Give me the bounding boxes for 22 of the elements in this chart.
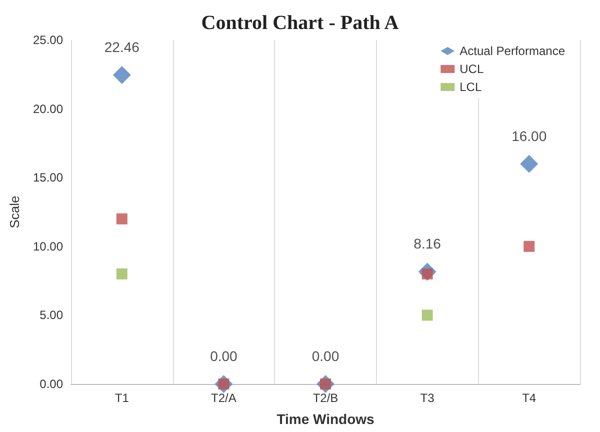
y-tick-label: 20.00 — [32, 102, 64, 116]
y-tick-label: 0.00 — [40, 377, 64, 391]
data-label: 0.00 — [312, 348, 340, 364]
y-tick-label: 10.00 — [32, 239, 64, 254]
x-tick-label: T2/B — [312, 391, 338, 405]
legend-label: UCL — [460, 62, 484, 76]
x-tick-label: T3 — [420, 391, 435, 405]
data-label: 16.00 — [512, 128, 547, 144]
y-tick-label: 15.00 — [32, 170, 64, 185]
x-tick-label: T1 — [114, 391, 130, 405]
y-tick-label: 25.00 — [32, 33, 64, 47]
y-axis-title: Scale — [7, 196, 22, 228]
x-tick-label: T4 — [522, 391, 536, 405]
chart-title: Control Chart - Path A — [201, 12, 400, 34]
data-label: 22.46 — [104, 38, 140, 55]
x-axis-title: Time Windows — [276, 411, 375, 427]
legend-label: Actual Performance — [460, 44, 566, 58]
legend-label: LCL — [460, 80, 482, 94]
data-label: 8.16 — [414, 236, 442, 252]
x-tick-label: T2/A — [211, 391, 236, 405]
data-label: 0.00 — [210, 348, 238, 364]
y-tick-label: 5.00 — [40, 308, 64, 322]
